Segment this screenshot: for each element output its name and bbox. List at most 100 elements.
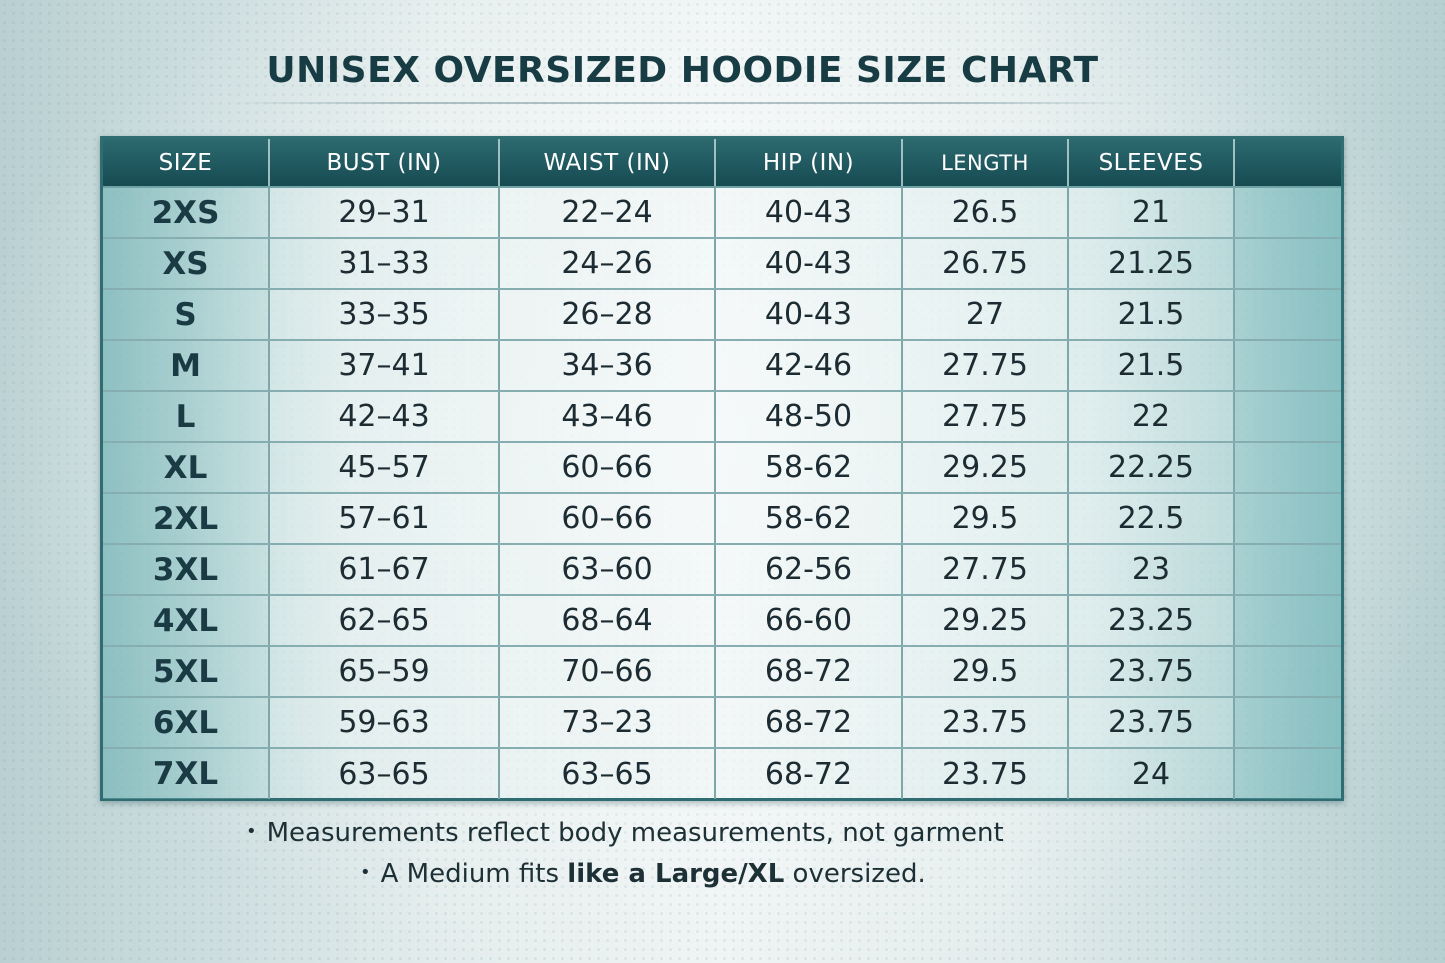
header-row: SIZE BUST (IN) WAIST (IN) HIP (IN) LENGT… [103,139,1341,188]
cell-bust: 59–63 [269,697,500,749]
header-length: LENGTH [902,139,1069,188]
cell-bust: 31–33 [269,238,500,290]
cell-bust: 42–43 [269,391,500,443]
header-empty [1234,139,1341,188]
table-row: S 33–35 26–28 40-43 27 21.5 [103,289,1341,341]
cell-waist: 22–24 [499,187,716,239]
cell-empty [1234,340,1341,392]
header-size: SIZE [103,139,270,188]
cell-waist: 34–36 [499,340,716,392]
cell-bust: 65–59 [269,646,500,698]
table-row: 3XL 61–67 63–60 62-56 27.75 23 [103,544,1341,596]
cell-empty [1234,442,1341,494]
table-row: 2XS 29–31 22–24 40-43 26.5 21 [103,187,1341,239]
cell-empty [1234,391,1341,443]
title-divider [230,102,1135,104]
cell-length: 27.75 [902,544,1069,596]
cell-size: 4XL [103,595,270,647]
cell-sleeves: 21.5 [1068,340,1235,392]
bullet-icon: • [360,862,371,883]
header-sleeves: SLEEVES [1068,139,1235,188]
cell-length: 29.5 [902,493,1069,545]
cell-length: 29.5 [902,646,1069,698]
cell-sleeves: 23.25 [1068,595,1235,647]
table-row: 5XL 65–59 70–66 68-72 29.5 23.75 [103,646,1341,698]
cell-waist: 63–60 [499,544,716,596]
cell-length: 27 [902,289,1069,341]
cell-size: 5XL [103,646,270,698]
cell-sleeves: 23.75 [1068,646,1235,698]
cell-size: M [103,340,270,392]
cell-hip: 68-72 [715,748,903,799]
cell-hip: 58-62 [715,442,903,494]
cell-hip: 68-72 [715,697,903,749]
cell-size: 6XL [103,697,270,749]
cell-sleeves: 21.5 [1068,289,1235,341]
cell-sleeves: 21 [1068,187,1235,239]
cell-bust: 37–41 [269,340,500,392]
cell-size: XL [103,442,270,494]
cell-sleeves: 22 [1068,391,1235,443]
header-bust: BUST (IN) [269,139,500,188]
cell-size: 2XS [103,187,270,239]
table-row: 7XL 63–65 63–65 68-72 23.75 24 [103,748,1341,799]
header-hip: HIP (IN) [715,139,903,188]
cell-bust: 45–57 [269,442,500,494]
cell-hip: 40-43 [715,238,903,290]
cell-empty [1234,544,1341,596]
table-body: 2XS 29–31 22–24 40-43 26.5 21 XS 31–33 24–26 40-4… [103,187,1341,799]
cell-empty [1234,646,1341,698]
table-row: L 42–43 43–46 48-50 27.75 22 [103,391,1341,443]
cell-sleeves: 21.25 [1068,238,1235,290]
cell-bust: 62–65 [269,595,500,647]
cell-empty [1234,289,1341,341]
footnote-emphasis: like a Large/XL [567,859,785,889]
cell-sleeves: 22.5 [1068,493,1235,545]
cell-waist: 60–66 [499,493,716,545]
cell-waist: 60–66 [499,442,716,494]
cell-length: 29.25 [902,595,1069,647]
cell-waist: 26–28 [499,289,716,341]
header-waist: WAIST (IN) [499,139,716,188]
table-row: M 37–41 34–36 42-46 27.75 21.5 [103,340,1341,392]
cell-length: 26.5 [902,187,1069,239]
cell-empty [1234,748,1341,799]
cell-hip: 58-62 [715,493,903,545]
cell-size: 7XL [103,748,270,799]
cell-waist: 43–46 [499,391,716,443]
cell-waist: 24–26 [499,238,716,290]
cell-hip: 68-72 [715,646,903,698]
cell-bust: 33–35 [269,289,500,341]
cell-waist: 68–64 [499,595,716,647]
cell-hip: 40-43 [715,289,903,341]
cell-size: 3XL [103,544,270,596]
cell-hip: 42-46 [715,340,903,392]
cell-empty [1234,187,1341,239]
size-chart-table: SIZE BUST (IN) WAIST (IN) HIP (IN) LENGT… [103,139,1341,799]
cell-sleeves: 24 [1068,748,1235,799]
cell-size: 2XL [103,493,270,545]
table-row: 2XL 57–61 60–66 58-62 29.5 22.5 [103,493,1341,545]
footnote-text: Measurements reflect body measurements, … [266,818,1004,848]
cell-length: 23.75 [902,697,1069,749]
bullet-icon: • [246,821,257,842]
cell-empty [1234,238,1341,290]
cell-bust: 29–31 [269,187,500,239]
cell-sleeves: 22.25 [1068,442,1235,494]
cell-sleeves: 23.75 [1068,697,1235,749]
cell-hip: 66-60 [715,595,903,647]
footnote-fit: • A Medium fits like a Large/XL oversized… [360,859,926,889]
cell-hip: 62-56 [715,544,903,596]
cell-size: S [103,289,270,341]
cell-sleeves: 23 [1068,544,1235,596]
cell-length: 29.25 [902,442,1069,494]
footnote-text: oversized. [784,859,926,889]
cell-length: 23.75 [902,748,1069,799]
cell-length: 26.75 [902,238,1069,290]
footnote-text: A Medium fits [380,859,568,889]
cell-length: 27.75 [902,340,1069,392]
footnote-body-measurements: • Measurements reflect body measurements,… [246,818,1004,848]
cell-size: XS [103,238,270,290]
table-row: 4XL 62–65 68–64 66-60 29.25 23.25 [103,595,1341,647]
cell-waist: 70–66 [499,646,716,698]
